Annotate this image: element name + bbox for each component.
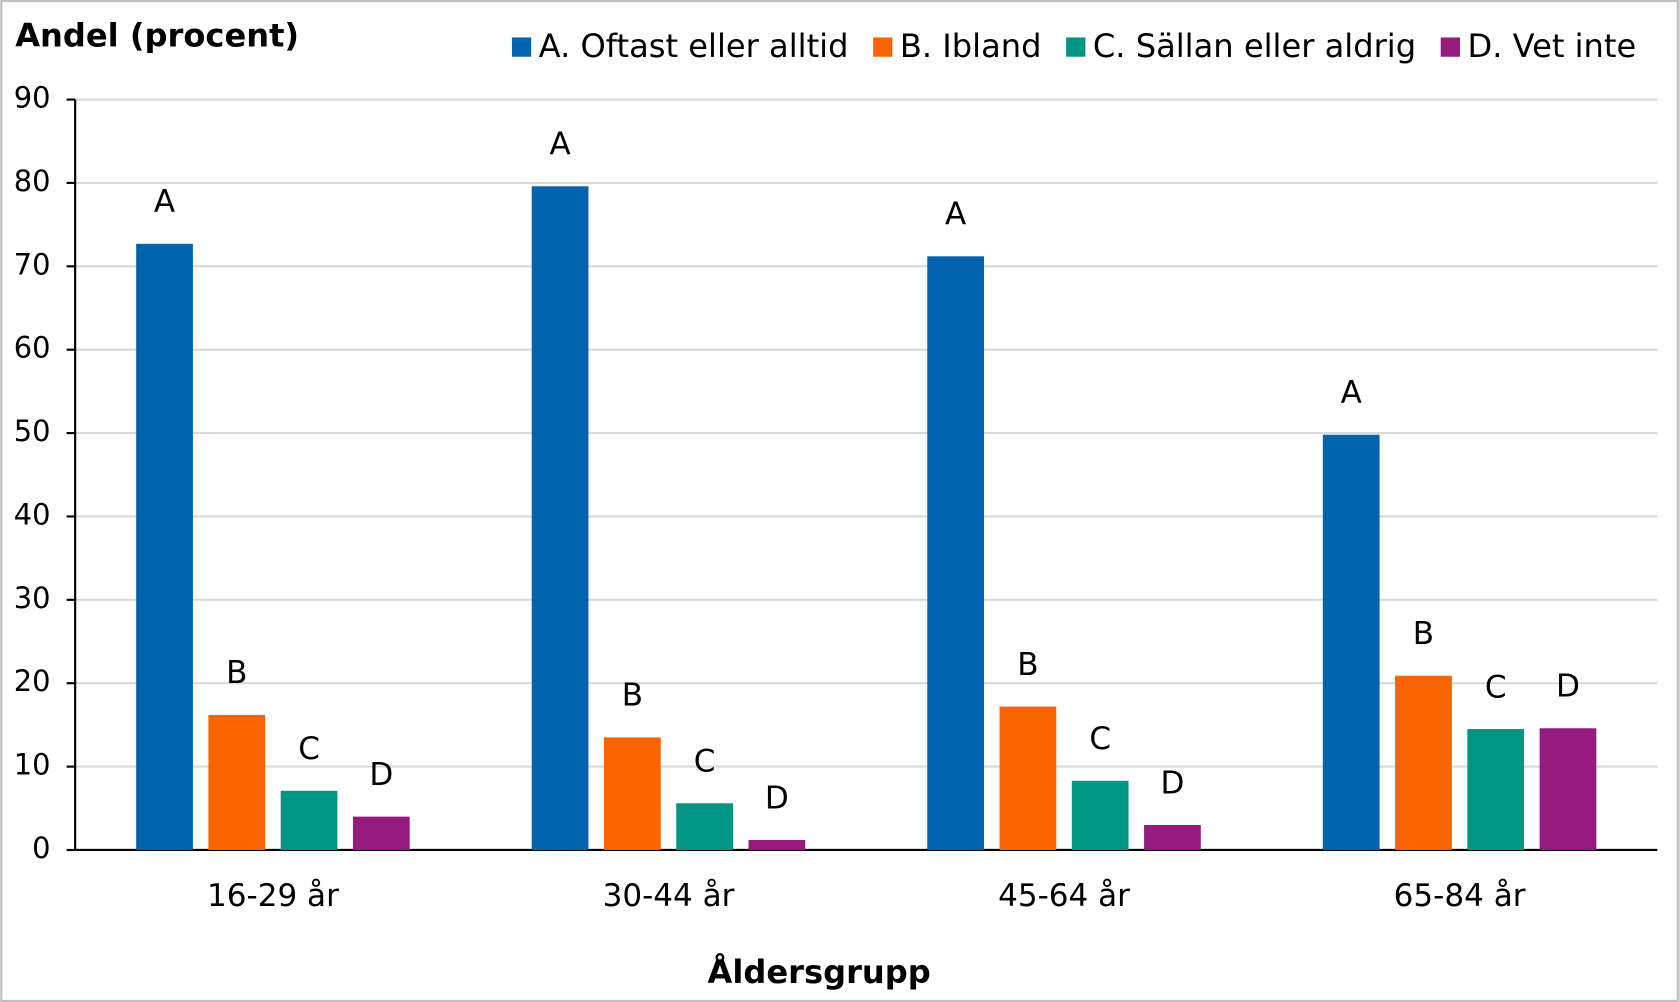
x-tick-label: 16-29 år xyxy=(207,877,339,914)
bar-label: D xyxy=(1556,669,1580,705)
bar-label: C xyxy=(298,731,320,767)
y-tick-label: 60 xyxy=(14,331,51,365)
bar-label: A xyxy=(1341,375,1362,411)
bar xyxy=(352,816,410,850)
x-axis-title: Åldersgrupp xyxy=(708,953,931,991)
bar-label: B xyxy=(1413,616,1434,652)
legend-label: A. Oftast eller alltid xyxy=(539,27,849,65)
legend-label: B. Ibland xyxy=(900,27,1042,65)
bar-label: B xyxy=(226,655,247,691)
bar xyxy=(1071,780,1129,850)
bar-label: D xyxy=(765,780,789,816)
y-axis-title: Andel (procent) xyxy=(15,16,299,54)
y-tick-label: 30 xyxy=(14,581,51,615)
x-tick-label: 45-64 år xyxy=(998,877,1130,914)
bar xyxy=(1322,434,1380,850)
y-tick-label: 50 xyxy=(14,414,51,448)
x-tick-label: 65-84 år xyxy=(1394,877,1526,914)
bar-label: C xyxy=(1485,669,1507,705)
bar-label: D xyxy=(369,757,393,793)
y-tick-label: 20 xyxy=(14,664,51,698)
bar xyxy=(927,256,985,850)
bar xyxy=(136,243,193,850)
y-tick-label: 70 xyxy=(14,247,51,281)
bar xyxy=(280,790,338,850)
bar-label: C xyxy=(694,744,716,780)
legend-swatch xyxy=(1440,37,1460,57)
bar-label: A xyxy=(154,184,175,220)
bar xyxy=(603,737,661,850)
bar xyxy=(1467,729,1525,850)
bar-label: A xyxy=(945,197,966,233)
bar-label: D xyxy=(1160,765,1184,801)
y-tick-label: 80 xyxy=(14,164,51,198)
bar xyxy=(1144,824,1201,850)
bar xyxy=(676,803,733,850)
y-tick-label: 10 xyxy=(14,748,51,782)
bar xyxy=(531,186,589,850)
legend-swatch xyxy=(511,37,532,57)
bar xyxy=(208,714,266,850)
y-tick-label: 0 xyxy=(32,831,50,865)
legend-label: C. Sällan eller aldrig xyxy=(1093,27,1416,65)
legend-swatch xyxy=(873,37,893,57)
bar xyxy=(1395,675,1452,850)
legend-swatch xyxy=(1066,37,1086,57)
bar-label: B xyxy=(1017,647,1038,683)
bar xyxy=(748,839,806,850)
legend-label: D. Vet inte xyxy=(1467,27,1636,65)
bar xyxy=(1539,728,1597,850)
bar-label: B xyxy=(622,678,643,714)
y-tick-label: 90 xyxy=(14,81,51,115)
bar-label: A xyxy=(549,127,570,163)
x-tick-label: 30-44 år xyxy=(603,877,735,914)
y-tick-label: 40 xyxy=(14,497,51,531)
bar xyxy=(999,706,1057,850)
bar-label: C xyxy=(1089,721,1111,757)
